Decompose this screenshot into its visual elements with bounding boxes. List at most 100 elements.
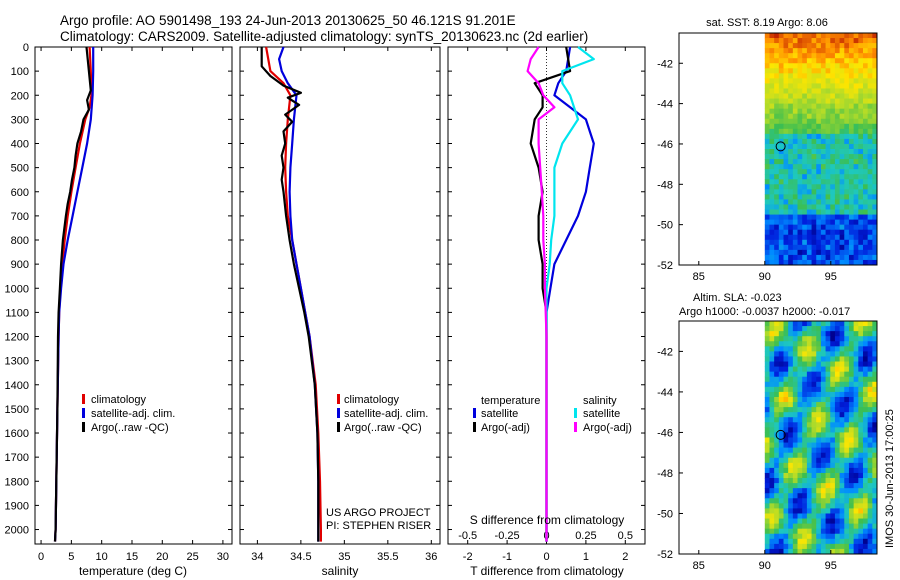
depth-tick-label: 1300 — [5, 356, 29, 368]
heatmap-cell — [778, 73, 784, 79]
heatmap-cell — [839, 174, 845, 180]
heatmap-cell — [783, 457, 789, 464]
heatmap-cell — [844, 184, 850, 190]
heatmap-cell — [867, 229, 873, 236]
heatmap-cell — [788, 331, 794, 337]
heatmap-cell — [839, 73, 845, 79]
heatmap-cell — [834, 194, 840, 200]
heatmap-cell — [783, 154, 789, 160]
heatmap-cell — [862, 462, 869, 469]
heatmap-cell — [783, 417, 789, 423]
heatmap-cell — [806, 326, 812, 332]
heatmap-cell — [862, 113, 869, 120]
heatmap-cell — [788, 381, 794, 388]
heatmap-cell — [769, 321, 775, 327]
heatmap-cell — [825, 478, 831, 484]
heatmap-cell — [848, 259, 855, 266]
heatmap-cell — [816, 229, 822, 236]
heatmap-cell — [769, 366, 775, 373]
heatmap-cell — [867, 412, 873, 418]
heatmap-cell — [774, 412, 780, 418]
heatmap-cell — [825, 179, 831, 185]
heatmap-cell — [797, 508, 803, 514]
heatmap-cell — [816, 462, 822, 469]
heatmap-cell — [872, 376, 878, 383]
heatmap-cell — [792, 371, 798, 378]
heatmap-cell — [764, 391, 770, 398]
heatmap-cell — [797, 523, 803, 530]
heatmap-cell — [867, 194, 873, 200]
heatmap-cell — [802, 503, 808, 509]
heatmap-cell — [848, 53, 855, 59]
heatmap-cell — [820, 78, 826, 84]
heatmap-cell — [783, 472, 789, 479]
heatmap-cell — [820, 321, 826, 327]
heatmap-cell — [820, 447, 826, 454]
heatmap-cell — [820, 366, 826, 373]
heatmap-cell — [858, 164, 864, 170]
heatmap-cell — [811, 493, 817, 499]
sla-map-title-line2: Argo h1000: -0.0037 h2000: -0.017 — [679, 306, 850, 318]
heatmap-cell — [839, 321, 845, 327]
heatmap-cell — [811, 174, 817, 180]
heatmap-cell — [848, 219, 855, 226]
heatmap-cell — [872, 432, 878, 438]
heatmap-cell — [788, 53, 794, 59]
heatmap-cell — [820, 48, 826, 54]
heatmap-cell — [792, 254, 798, 261]
heatmap-cell — [839, 508, 845, 514]
heatmap-cell — [811, 447, 817, 454]
heatmap-cell — [834, 447, 840, 454]
heatmap-cell — [797, 483, 803, 489]
heatmap-cell — [848, 437, 855, 443]
heatmap-cell — [839, 209, 845, 215]
heatmap-cell — [848, 48, 855, 54]
heatmap-cell — [858, 442, 864, 449]
heatmap-cell — [774, 361, 780, 367]
heatmap-cell — [792, 43, 798, 49]
x-tick-label: 34.5 — [290, 551, 311, 563]
difference-panel: -2 -1 0 1 2 -0.5 -0.25 0 0.25 0.5 T difference f… — [447, 46, 646, 578]
heatmap-cell — [834, 88, 840, 94]
heatmap-cell — [811, 48, 817, 54]
heatmap-cell — [792, 249, 798, 256]
heatmap-cell — [816, 133, 822, 140]
heatmap-cell — [862, 33, 869, 39]
heatmap-cell — [811, 214, 817, 221]
heatmap-cell — [830, 48, 836, 54]
argo-position-marker — [775, 429, 786, 440]
heatmap-cell — [834, 508, 840, 514]
heatmap-cell — [853, 123, 859, 130]
heatmap-cell — [792, 432, 798, 438]
heatmap-cell — [853, 412, 859, 418]
heatmap-cell — [839, 518, 845, 525]
heatmap-cell — [802, 33, 808, 39]
heatmap-cell — [844, 432, 850, 438]
heatmap-cell — [811, 417, 817, 423]
heatmap-cell — [858, 548, 864, 555]
heatmap-cell — [848, 467, 855, 474]
heatmap-cell — [792, 38, 798, 44]
heatmap-cell — [788, 204, 794, 210]
heatmap-cell — [788, 118, 794, 125]
heatmap-cell — [862, 351, 869, 357]
heatmap-cell — [820, 412, 826, 418]
s-diff-tick-label: -0.25 — [495, 530, 520, 542]
heatmap-cell — [844, 58, 850, 64]
heatmap-cell — [834, 336, 840, 342]
heatmap-cell — [783, 381, 789, 388]
heatmap-cell — [858, 523, 864, 530]
heatmap-cell — [811, 371, 817, 378]
heatmap-cell — [848, 396, 855, 403]
heatmap-cell — [830, 194, 836, 200]
heatmap-cell — [816, 518, 822, 525]
heatmap-cell — [872, 437, 878, 443]
heatmap-cell — [778, 113, 784, 120]
heatmap-cell — [797, 351, 803, 357]
heatmap-cell — [872, 503, 878, 509]
heatmap-cell — [834, 214, 840, 221]
heatmap-cell — [802, 533, 808, 540]
heatmap-cell — [825, 523, 831, 530]
heatmap-cell — [788, 48, 794, 54]
heatmap-cell — [867, 396, 873, 403]
